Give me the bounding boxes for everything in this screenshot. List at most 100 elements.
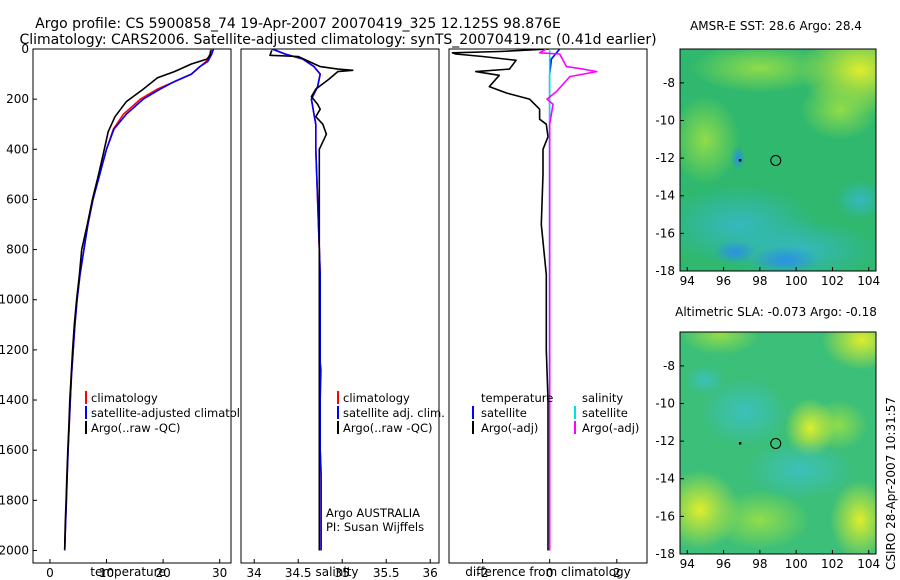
map-x-tick-label: 100 (785, 557, 808, 571)
salinity-xlabel: salinity (315, 565, 358, 579)
salinity-panel: 34 34.5 35 35.5 36 salinity climatology sate… (240, 48, 445, 580)
map-x-tick-label: 104 (857, 274, 880, 288)
temperature-legend: climatology satellite-adjusted climatolo… (85, 391, 261, 435)
map-x-tick-label: 96 (716, 557, 731, 571)
map-y-tick-label: -8 (663, 76, 675, 90)
x-tick-label: 0 (46, 566, 54, 580)
map-y-tick-label: -18 (655, 547, 675, 561)
sst-map-field (680, 49, 876, 271)
x-tick-label: 34.5 (285, 566, 312, 580)
legend-text-temp-satellite: satellite (481, 406, 527, 420)
sla-map-title: Altimetric SLA: -0.073 Argo: -0.18 (675, 305, 877, 319)
x-tick-label: 35.5 (373, 566, 400, 580)
sst-map-ticks: 94 96 98 100 102 104 -8 -10 -12 -14 -16 -18 (655, 76, 880, 288)
temperature-series (63, 49, 215, 551)
pi-annotation: PI: Susan Wijffels (326, 520, 424, 534)
map-x-tick-label: 98 (752, 557, 767, 571)
map-x-tick-label: 94 (680, 274, 695, 288)
map-y-tick-label: -14 (655, 472, 675, 486)
y-tick-label: 200 (6, 92, 29, 106)
sst-map-panel: AMSR-E SST: 28.6 Argo: 28.4 94 96 98 100 102… (655, 19, 880, 288)
sst-map-frame (679, 48, 877, 272)
y-tick-label: 1000 (0, 293, 29, 307)
map-x-tick-label: 94 (680, 557, 695, 571)
map-y-tick-label: -16 (655, 509, 675, 523)
difference-series (451, 49, 598, 551)
legend-text-salt-satellite: satellite (582, 406, 628, 420)
y-tick-label: 0 (21, 42, 29, 56)
figure-title-line1: Argo profile: CS 5900858_74 19-Apr-2007 … (35, 16, 561, 32)
sla-map-field (680, 332, 876, 554)
legend-header-salinity: salinity (582, 391, 623, 405)
difference-ticks: -2 0 2 (477, 559, 621, 580)
map-y-tick-label: -12 (655, 151, 675, 165)
sst-map-argo-marker (738, 154, 782, 166)
sst-map-title: AMSR-E SST: 28.6 Argo: 28.4 (690, 19, 862, 33)
map-y-tick-label: -8 (663, 359, 675, 373)
difference-xlabel: difference from climatology (465, 565, 631, 579)
salinity-ticks: 34 34.5 35 35.5 36 (247, 559, 438, 580)
map-y-tick-label: -16 (655, 226, 675, 240)
legend-text-temp-argo: Argo(-adj) (481, 421, 538, 435)
legend-header-temperature: temperature (481, 391, 553, 405)
map-x-tick-label: 102 (821, 557, 844, 571)
argo-position-circle (770, 437, 782, 449)
map-y-tick-label: -12 (655, 434, 675, 448)
series-line-temperature-argo-adj (451, 49, 550, 551)
y-tick-label: 1800 (0, 493, 29, 507)
legend-text-satellite-adjusted: satellite-adjusted climatology (91, 406, 261, 420)
series-line-argo-raw-qc (63, 50, 212, 550)
legend-text-climatology: climatology (343, 391, 410, 405)
x-tick-label: 20 (155, 566, 170, 580)
salinity-series (269, 49, 354, 551)
map-x-tick-label: 96 (716, 274, 731, 288)
x-tick-label: 2 (613, 566, 621, 580)
salinity-legend: climatology satellite adj. clim. Argo(..… (337, 391, 445, 435)
x-tick-label: 10 (99, 566, 114, 580)
figure-title-line2: Climatology: CARS2006. Satellite-adjuste… (19, 32, 656, 48)
temperature-panel: 0 10 20 30 0 200 400 600 800 1000 1200 1400 1600 1800… (0, 42, 261, 580)
legend-text-argo: Argo(..raw -QC) (91, 421, 181, 435)
sla-map-panel: Altimetric SLA: -0.073 Argo: -0.18 94 96 9… (655, 305, 880, 571)
series-line-salinity-argo-adj (538, 49, 598, 551)
series-line-satellite-adj-clim (271, 49, 322, 551)
series-line-argo-raw-qc (269, 50, 354, 551)
x-tick-label: 30 (212, 566, 227, 580)
profile-point-marker (738, 442, 742, 445)
x-tick-label: -2 (477, 566, 489, 580)
argo-source-annotation: Argo AUSTRALIA (326, 506, 420, 520)
y-tick-label: 400 (6, 142, 29, 156)
difference-panel: -2 0 2 difference from climatology tempera… (448, 48, 648, 580)
salinity-axes-frame (240, 48, 440, 564)
temperature-xlabel: temperature (90, 565, 165, 579)
map-y-tick-label: -14 (655, 189, 675, 203)
sla-map-argo-marker (738, 437, 782, 449)
temperature-axes-frame (32, 48, 232, 564)
map-x-tick-label: 104 (857, 557, 880, 571)
legend-text-salt-argo: Argo(-adj) (582, 421, 639, 435)
x-tick-label: 36 (423, 566, 438, 580)
argo-position-circle (770, 154, 782, 166)
map-x-tick-label: 102 (821, 274, 844, 288)
csiro-credit: CSIRO 28-Apr-2007 10:31:57 (884, 397, 898, 570)
difference-legend: temperature satellite Argo(-adj) salinit… (472, 391, 639, 435)
y-tick-label: 1400 (0, 393, 29, 407)
x-tick-label: 0 (546, 566, 554, 580)
sla-map-frame (679, 331, 877, 555)
legend-text-satellite: satellite adj. clim. (343, 406, 445, 420)
map-y-tick-label: -10 (655, 396, 675, 410)
y-tick-label: 1600 (0, 443, 29, 457)
legend-text-argo: Argo(..raw -QC) (343, 421, 433, 435)
profile-point-marker (738, 159, 742, 162)
y-tick-label: 2000 (0, 543, 29, 557)
y-tick-label: 1200 (0, 343, 29, 357)
temperature-ticks: 0 10 20 30 0 200 400 600 800 1000 1200 1400 1600 1800… (0, 42, 227, 580)
map-x-tick-label: 100 (785, 274, 808, 288)
y-tick-label: 800 (6, 243, 29, 257)
legend-text-climatology: climatology (91, 391, 158, 405)
sla-map-ticks: 94 96 98 100 102 104 -8 -10 -12 -14 -16 -18 (655, 359, 880, 571)
x-tick-label: 35 (335, 566, 350, 580)
map-y-tick-label: -18 (655, 264, 675, 278)
map-x-tick-label: 98 (752, 274, 767, 288)
